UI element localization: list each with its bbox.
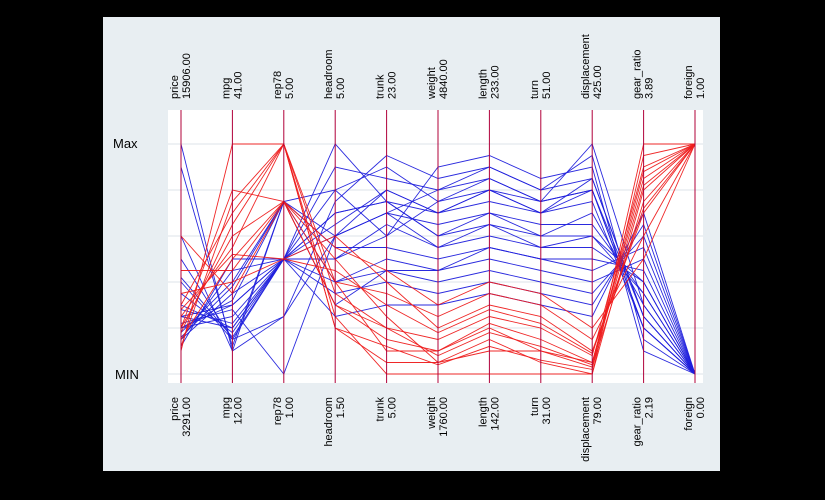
axis-bottom-label: weight (426, 397, 438, 430)
axis-min-label: 79.00 (592, 397, 604, 425)
axis-top-label: price (169, 75, 181, 99)
axis-top-label: foreign (683, 65, 695, 99)
axis-max-label: 5.00 (284, 78, 296, 99)
axis-bottom-label: gear_ratio (632, 397, 644, 447)
axis-max-label: 3.89 (644, 78, 656, 99)
axis-min-label: 3291.00 (181, 397, 193, 437)
axis-max-label: 5.00 (335, 78, 347, 99)
axis-top-label: length (477, 69, 489, 99)
axis-min-label: 12.00 (232, 397, 244, 425)
axis-top-label: trunk (375, 74, 387, 99)
axis-top-label: mpg (220, 78, 232, 99)
axis-bottom-label: mpg (220, 397, 232, 418)
axis-bottom-label: foreign (683, 397, 695, 431)
axis-top-label: turn (529, 80, 541, 99)
axis-bottom-label: trunk (375, 397, 387, 422)
axis-min-label: 5.00 (387, 397, 399, 418)
axis-max-label: 41.00 (232, 71, 244, 99)
max-label: Max (113, 136, 138, 151)
axis-max-label: 1.00 (695, 78, 707, 99)
axis-bottom-label: turn (529, 397, 541, 416)
axis-min-label: 1.00 (284, 397, 296, 418)
axis-min-label: 1.50 (335, 397, 347, 418)
axis-min-label: 1760.00 (438, 397, 450, 437)
axis-max-label: 15906.00 (181, 53, 193, 99)
axis-max-label: 425.00 (592, 65, 604, 99)
axis-bottom-label: headroom (323, 397, 335, 447)
axis-bottom-label: rep78 (272, 397, 284, 425)
axis-top-label: displacement (580, 34, 592, 99)
axis-top-label: rep78 (272, 71, 284, 99)
axis-bottom-label: price (169, 397, 181, 421)
min-label: MIN (115, 367, 139, 382)
axis-max-label: 23.00 (387, 71, 399, 99)
axis-bottom-label: displacement (580, 397, 592, 462)
axis-min-label: 142.00 (489, 397, 501, 431)
axis-max-label: 51.00 (541, 71, 553, 99)
axis-min-label: 0.00 (695, 397, 707, 418)
chart-panel: price 15906.00 price 3291.00 mpg 41.00 mpg 12.0… (103, 17, 720, 471)
axis-min-label: 2.19 (644, 397, 656, 418)
axis-max-label: 233.00 (489, 65, 501, 99)
axis-min-label: 31.00 (541, 397, 553, 425)
axis-top-label: headroom (323, 49, 335, 99)
axis-bottom-label: length (477, 397, 489, 427)
axis-top-label: weight (426, 67, 438, 100)
axis-top-label: gear_ratio (632, 49, 644, 99)
axis-max-label: 4840.00 (438, 59, 450, 99)
